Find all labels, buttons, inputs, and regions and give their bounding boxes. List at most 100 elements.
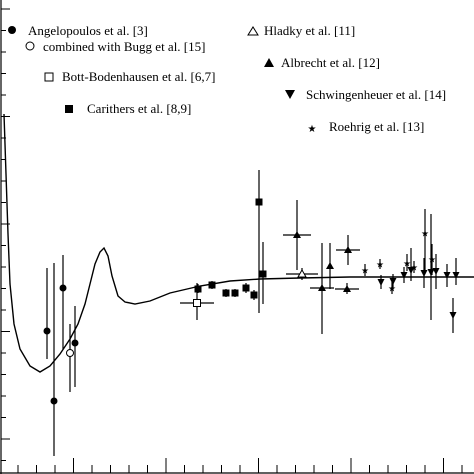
data-point bbox=[208, 281, 216, 289]
data-point bbox=[242, 283, 250, 293]
marker-filled-square bbox=[250, 291, 258, 299]
data-point bbox=[443, 264, 451, 287]
legend-item: combined with Bugg et al. [15] bbox=[25, 39, 205, 54]
marker-star: ★ bbox=[403, 260, 411, 270]
legend-label: Angelopoulos et al. [3] bbox=[28, 23, 148, 38]
marker-filled-triangle-down bbox=[443, 272, 451, 279]
data-point bbox=[452, 258, 460, 285]
data-point: ★ bbox=[361, 264, 369, 277]
data-point bbox=[222, 289, 230, 297]
marker-filled-circle bbox=[43, 327, 51, 335]
legend-label: combined with Bugg et al. [15] bbox=[43, 39, 205, 54]
marker-filled-triangle-down bbox=[427, 269, 435, 276]
marker-star: ★ bbox=[388, 285, 396, 295]
data-point: ★ bbox=[403, 254, 411, 271]
legend-item: Schwingenheuer et al. [14] bbox=[285, 87, 446, 102]
marker-filled-triangle-down bbox=[420, 270, 428, 277]
legend-marker-star: ★ bbox=[308, 124, 317, 135]
data-point bbox=[427, 214, 435, 320]
data-point bbox=[255, 170, 263, 313]
legend-label: Carithers et al. [8,9] bbox=[87, 101, 191, 116]
data-point bbox=[335, 283, 359, 294]
marker-filled-triangle-up bbox=[293, 231, 301, 238]
marker-filled-triangle-up bbox=[344, 246, 352, 253]
legend-item: Carithers et al. [8,9] bbox=[65, 101, 191, 116]
legend-marker-open-square bbox=[44, 72, 54, 82]
marker-star: ★ bbox=[361, 267, 369, 277]
legend-label: Schwingenheuer et al. [14] bbox=[306, 87, 446, 102]
marker-filled-square bbox=[242, 284, 250, 292]
marker-filled-triangle-up bbox=[326, 262, 334, 269]
data-point bbox=[50, 263, 58, 456]
legend-item: Bott-Bodenhausen et al. [6,7] bbox=[44, 69, 215, 84]
data-point bbox=[259, 242, 267, 304]
data-point bbox=[71, 306, 79, 387]
legend-label: Roehrig et al. [13] bbox=[329, 119, 424, 134]
data-point bbox=[420, 258, 428, 288]
legend: Angelopoulos et al. [3] combined with Bu… bbox=[8, 23, 446, 135]
legend-item: Hladky et al. [11] bbox=[247, 23, 355, 38]
data-point bbox=[336, 235, 360, 265]
marker-star: ★ bbox=[376, 261, 384, 271]
marker-filled-square bbox=[255, 198, 263, 206]
marker-filled-circle bbox=[50, 397, 58, 405]
data-point bbox=[400, 267, 408, 283]
data-point bbox=[449, 298, 457, 333]
legend-marker-open-triangle bbox=[247, 26, 259, 36]
marker-open-square bbox=[193, 299, 201, 307]
marker-filled-triangle-down bbox=[400, 272, 408, 279]
data-point: ★ bbox=[410, 261, 418, 274]
x-ticks bbox=[17, 458, 463, 473]
marker-filled-triangle-up bbox=[343, 285, 351, 292]
legend-item: Albrecht et al. [12] bbox=[264, 55, 380, 70]
data-point bbox=[389, 274, 397, 288]
legend-marker-filled-circle bbox=[8, 26, 16, 34]
marker-filled-triangle-up bbox=[318, 284, 326, 291]
legend-label: Albrecht et al. [12] bbox=[281, 55, 380, 70]
marker-star: ★ bbox=[421, 230, 429, 240]
data-point: ★ bbox=[428, 244, 436, 275]
data-point bbox=[59, 255, 67, 349]
data-point: ★ bbox=[421, 209, 429, 273]
legend-label: Bott-Bodenhausen et al. [6,7] bbox=[62, 69, 215, 84]
data-points: ★★★★★★★ bbox=[43, 170, 460, 456]
data-point bbox=[231, 289, 239, 297]
data-point bbox=[407, 248, 415, 281]
data-point: ★ bbox=[376, 259, 384, 271]
legend-marker-filled-triangle-down bbox=[285, 90, 295, 99]
model-curve bbox=[3, 113, 474, 373]
marker-open-circle bbox=[66, 349, 74, 357]
data-point bbox=[194, 284, 202, 293]
marker-filled-triangle-down bbox=[407, 267, 415, 274]
marker-filled-square bbox=[231, 289, 239, 297]
marker-filled-triangle-down bbox=[452, 272, 460, 279]
marker-filled-circle bbox=[71, 339, 79, 347]
marker-filled-square bbox=[194, 285, 202, 293]
data-point bbox=[326, 243, 334, 289]
marker-filled-square bbox=[208, 281, 216, 289]
data-point bbox=[250, 290, 258, 300]
marker-star: ★ bbox=[428, 256, 436, 266]
data-point bbox=[286, 268, 318, 280]
marker-open-triangle bbox=[297, 268, 307, 278]
legend-marker-filled-triangle-up bbox=[264, 58, 274, 67]
marker-star: ★ bbox=[410, 264, 418, 274]
data-point bbox=[283, 200, 311, 270]
legend-marker-filled-square bbox=[65, 105, 73, 113]
legend-label: Hladky et al. [11] bbox=[264, 23, 355, 38]
data-point bbox=[66, 324, 74, 392]
data-point bbox=[432, 254, 440, 289]
marker-filled-triangle-down bbox=[377, 279, 385, 286]
legend-item: ★ Roehrig et al. [13] bbox=[308, 119, 425, 135]
marker-filled-triangle-down bbox=[389, 278, 397, 285]
marker-filled-square bbox=[259, 270, 267, 278]
legend-item: Angelopoulos et al. [3] bbox=[8, 23, 148, 38]
marker-filled-triangle-down bbox=[449, 312, 457, 319]
marker-filled-circle bbox=[59, 284, 67, 292]
data-point bbox=[377, 275, 385, 289]
marker-filled-triangle-down bbox=[432, 268, 440, 275]
y-ticks bbox=[1, 8, 10, 461]
data-point bbox=[43, 268, 51, 359]
